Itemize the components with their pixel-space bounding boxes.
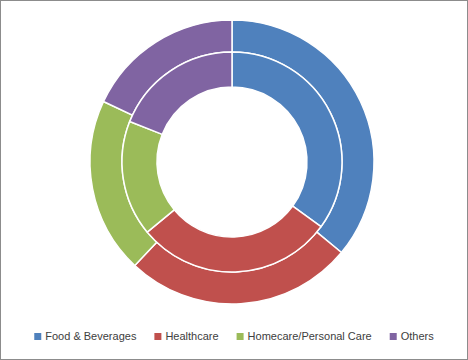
legend-swatch — [390, 333, 397, 340]
legend-swatch — [154, 333, 161, 340]
chart-frame — [1, 1, 468, 360]
legend-label: Others — [401, 330, 435, 342]
slice — [232, 52, 342, 227]
slice — [122, 122, 174, 233]
slice — [130, 52, 232, 134]
legend: Food & Beverages Healthcare Homecare/Perso… — [34, 330, 434, 342]
chart: Food & Beverages Healthcare Homecare/Perso… — [0, 0, 468, 360]
rings — [90, 20, 374, 304]
legend-swatch — [34, 333, 41, 340]
legend-label: Healthcare — [165, 330, 218, 342]
legend-swatch — [237, 333, 244, 340]
legend-label: Food & Beverages — [45, 330, 137, 342]
legend-label: Homecare/Personal Care — [248, 330, 372, 342]
slice — [147, 206, 321, 272]
